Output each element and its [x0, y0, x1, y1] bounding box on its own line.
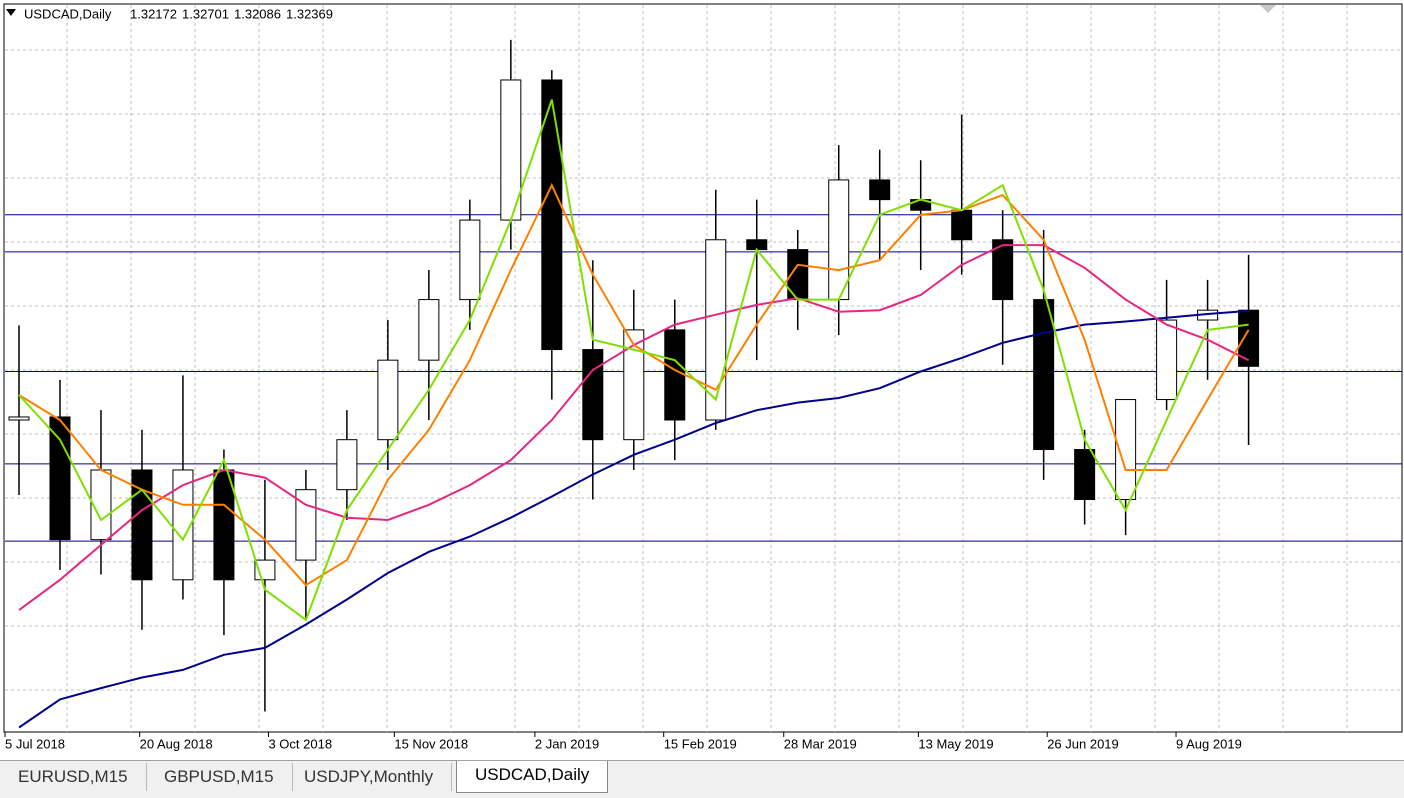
- candle-body: [623, 329, 645, 441]
- ohlc-value: 1.32172: [130, 6, 177, 21]
- tab[interactable]: USDJPY,Monthly: [286, 763, 453, 791]
- x-tick-label: 9 Aug 2019: [1176, 736, 1242, 751]
- candle-body: [213, 469, 235, 581]
- candle-body: [1074, 449, 1096, 501]
- x-tick-label: 15 Feb 2019: [664, 736, 737, 751]
- moving-average: [18, 182, 1250, 587]
- candle-body: [1115, 399, 1137, 501]
- plot-frame: [3, 3, 1403, 733]
- symbol-label: USDCAD,Daily: [24, 6, 112, 21]
- candle-body: [1033, 299, 1055, 451]
- x-tick-label: 13 May 2019: [918, 736, 993, 751]
- shift-marker: [1260, 5, 1276, 13]
- candle-body: [418, 299, 440, 361]
- tab[interactable]: EURUSD,M15: [0, 763, 147, 791]
- marks: 5 Jul 2018 20 Aug 2018 3 Oct 2018 15 Nov 20…: [4, 39, 1402, 751]
- moving-average: [18, 99, 1249, 622]
- x-tick-label: 3 Oct 2018: [268, 736, 332, 751]
- candle-body: [992, 239, 1014, 301]
- x-tick-label: 20 Aug 2018: [140, 736, 213, 751]
- candle-body: [828, 179, 850, 301]
- candle-body: [541, 79, 563, 351]
- ohlc-value: 1.32086: [234, 6, 281, 21]
- tab[interactable]: GBPUSD,M15: [146, 763, 293, 791]
- candle-body: [1156, 319, 1178, 401]
- tab-bar: EURUSD,M15 GBPUSD,M15 USDJPY,Monthly USDCAD…: [0, 760, 1404, 798]
- grid: [5, 5, 1402, 732]
- ohlc-value: 1.32369: [286, 6, 333, 21]
- header: USDCAD,Daily 1.32172 1.32701 1.32086 1.32369: [24, 6, 333, 21]
- ohlc-value: 1.32701: [182, 6, 229, 21]
- candle-body: [1238, 309, 1260, 367]
- candle-body: [377, 359, 399, 441]
- candle-body: [705, 239, 727, 421]
- candle-body: [582, 349, 604, 441]
- x-tick-label: 28 Mar 2019: [784, 736, 857, 751]
- x-tick-label: 5 Jul 2018: [5, 736, 65, 751]
- candle-body: [49, 416, 71, 541]
- menu-arrow[interactable]: [6, 9, 16, 16]
- candle-body: [869, 179, 891, 201]
- candle-body: [951, 209, 973, 241]
- candle-body: [172, 469, 194, 581]
- x-tick-label: 26 Jun 2019: [1047, 736, 1119, 751]
- candle-body: [459, 219, 481, 301]
- candle-body: [8, 416, 30, 421]
- x-tick-label: 2 Jan 2019: [535, 736, 599, 751]
- chart: 5 Jul 2018 20 Aug 2018 3 Oct 2018 15 Nov 20…: [3, 3, 1403, 751]
- x-tick-label: 15 Nov 2018: [394, 736, 468, 751]
- tab[interactable]: USDCAD,Daily: [456, 761, 609, 793]
- candle-body: [336, 439, 358, 491]
- candle-body: [664, 329, 686, 421]
- candle-body: [131, 469, 153, 581]
- moving-average: [18, 309, 1249, 729]
